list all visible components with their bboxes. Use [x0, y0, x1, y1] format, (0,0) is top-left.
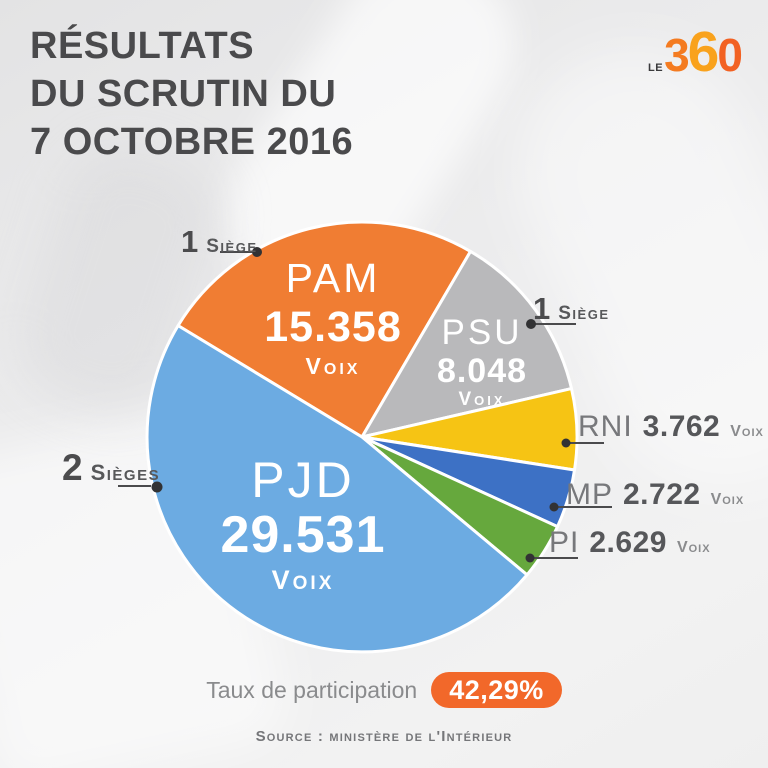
rni-party-name: RNI [578, 410, 633, 443]
mp-callout-dot [549, 502, 559, 512]
rni-votes-row: RNI 3.762 Voix [578, 410, 764, 444]
pjd-seats-word: Sièges [90, 460, 161, 485]
rni-votes-unit: Voix [730, 423, 764, 440]
pie-slice-pam [176, 220, 472, 439]
pjd-seats-count: 2 [62, 447, 83, 488]
pam-callout-dot [252, 247, 262, 257]
psu-seats-word: Siège [558, 303, 610, 324]
title-line-2: DU SCRUTIN DU [30, 73, 337, 115]
pjd-callout-dot [151, 481, 163, 493]
callout-lines [118, 247, 612, 563]
pie-slices [145, 220, 579, 654]
pjd-votes-value: 29.531 [220, 506, 386, 564]
mp-party-name: MP [566, 478, 613, 511]
pam-votes-value: 15.358 [264, 303, 402, 351]
page-title: RÉSULTATS DU SCRUTIN DU 7 OCTOBRE 2016 [30, 22, 353, 166]
pie-slice-psu [360, 249, 573, 439]
logo-digit-6: 6 [687, 20, 720, 84]
title-line-1: RÉSULTATS [30, 25, 255, 67]
pjd-votes-unit: Voix [271, 565, 335, 595]
psu-votes-value: 8.048 [436, 352, 528, 390]
mp-votes-unit: Voix [710, 491, 745, 508]
source-note: Source : ministère de l'Intérieur [255, 728, 513, 745]
pi-votes-row: PI 2.629 Voix [549, 526, 711, 560]
psu-party-name: PSU [441, 313, 523, 352]
logo-digit-0: 0 [717, 29, 743, 81]
participation-label: Taux de participation [206, 676, 418, 703]
pi-votes-unit: Voix [676, 539, 711, 556]
pam-seats-callout: 1 Siège [181, 224, 258, 260]
logo-prefix: LE [648, 62, 664, 74]
psu-slice-label: PSU 8.048 Voix [396, 313, 568, 411]
pjd-party-name: PJD [251, 452, 355, 508]
psu-votes-unit: Voix [458, 389, 506, 410]
pjd-slice-label: PJD 29.531 Voix [203, 454, 403, 596]
title-line-3: 7 OCTOBRE 2016 [30, 121, 354, 163]
pam-seats-count: 1 [181, 224, 199, 259]
participation-value-badge: 42,29% [431, 672, 562, 708]
rni-callout-dot [561, 438, 571, 448]
psu-seats-count: 1 [533, 291, 551, 326]
pie-slice-pjd [145, 324, 529, 654]
participation-row: Taux de participation 42,29% [0, 672, 768, 708]
logo-digit-3: 3 [664, 29, 690, 81]
pam-seats-word: Siège [206, 236, 258, 257]
mp-votes-row: MP 2.722 Voix [566, 478, 744, 512]
mp-votes-value: 2.722 [623, 478, 701, 511]
rni-votes-value: 3.762 [642, 410, 721, 443]
pi-callout-dot [525, 553, 535, 563]
pam-slice-label: PAM 15.358 Voix [233, 254, 433, 380]
pam-party-name: PAM [285, 255, 381, 301]
pi-votes-value: 2.629 [589, 526, 667, 559]
pi-party-name: PI [549, 526, 580, 559]
pam-votes-unit: Voix [305, 353, 361, 379]
psu-callout-dot [526, 319, 536, 329]
le360-logo: LE 3 6 0 [648, 20, 743, 84]
psu-seats-callout: 1 Siège [533, 291, 610, 327]
pjd-seats-callout: 2 Sièges [62, 447, 160, 489]
